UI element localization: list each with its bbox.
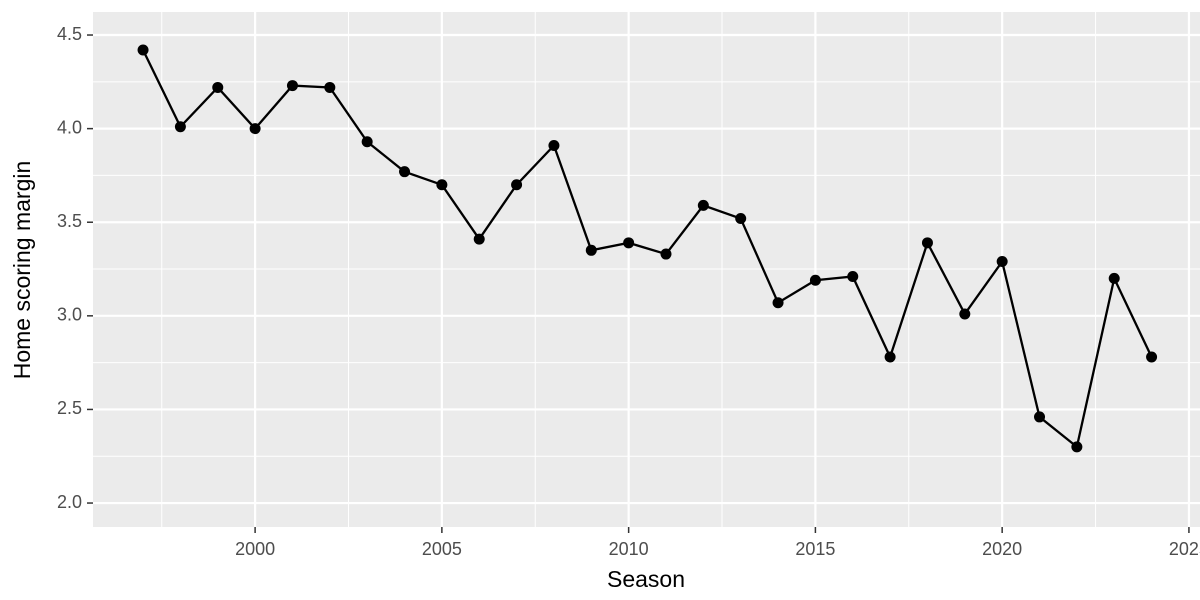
point (660, 248, 672, 260)
point (473, 233, 485, 245)
y-tick-label: 4.5 (57, 24, 82, 44)
point (959, 308, 971, 320)
y-axis-title: Home scoring margin (9, 161, 35, 380)
line (142, 49, 1153, 449)
point (1146, 351, 1158, 363)
x-tick-label: 2010 (609, 539, 649, 559)
point (286, 80, 298, 92)
point (1108, 272, 1120, 284)
point (361, 136, 373, 148)
point (1034, 411, 1046, 423)
point (436, 179, 448, 191)
point (399, 166, 411, 178)
point (772, 297, 784, 309)
y-tick-label: 2.5 (57, 398, 82, 418)
point (511, 179, 523, 191)
point (697, 199, 709, 211)
point (884, 351, 896, 363)
x-axis-title: Season (607, 566, 685, 592)
x-tick-label: 2005 (422, 539, 462, 559)
y-tick-label: 4.0 (57, 117, 82, 137)
y-tick-label: 3.0 (57, 305, 82, 325)
point (137, 44, 149, 56)
x-tick-label: 2015 (795, 539, 835, 559)
point (585, 244, 597, 256)
y-tick-label: 2.0 (57, 492, 82, 512)
x-tick-label: 2020 (982, 539, 1022, 559)
point (249, 123, 261, 135)
point (174, 121, 186, 133)
point (809, 274, 821, 286)
point (212, 81, 224, 93)
point (921, 237, 933, 249)
x-tick-label: 2025 (1169, 539, 1200, 559)
point (1071, 441, 1083, 453)
x-tick-label: 2000 (235, 539, 275, 559)
point (996, 256, 1008, 268)
point (847, 271, 859, 283)
point (735, 212, 747, 224)
point (324, 81, 336, 93)
y-tick-label: 3.5 (57, 211, 82, 231)
point (623, 237, 635, 249)
point (548, 139, 560, 151)
